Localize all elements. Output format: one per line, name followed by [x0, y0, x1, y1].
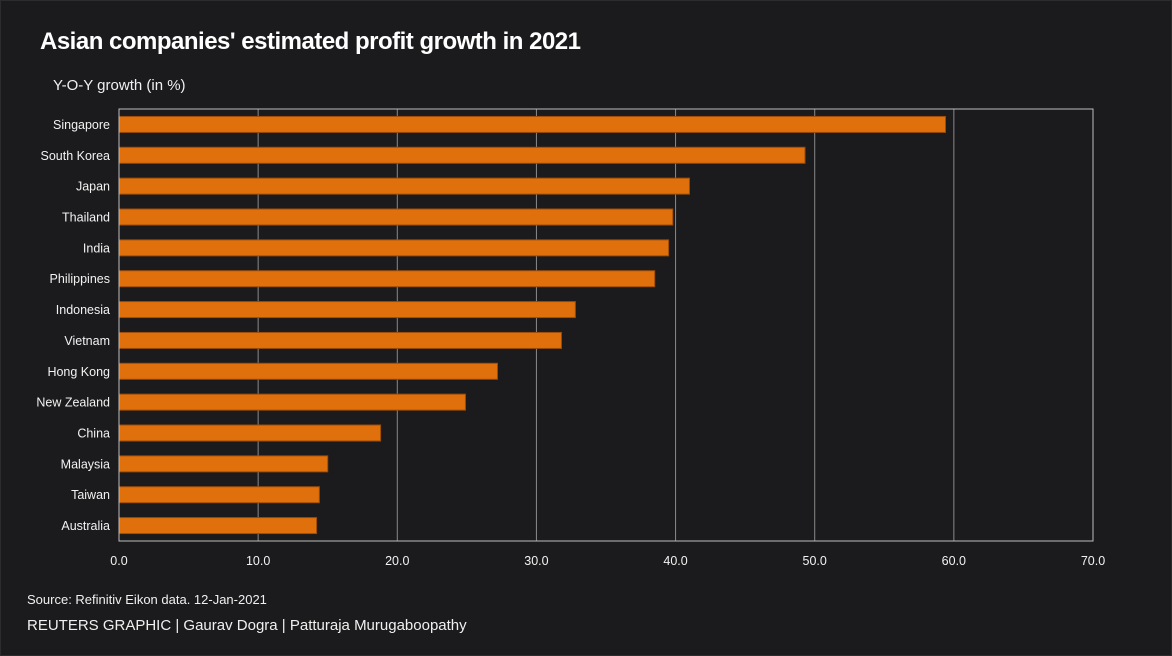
bar-taiwan: [118, 486, 320, 504]
bar-hong-kong: [118, 362, 498, 380]
bar-singapore: [118, 115, 947, 133]
category-label: Taiwan: [71, 488, 110, 502]
x-tick-label: 70.0: [1081, 554, 1105, 568]
grid-lines: [257, 109, 955, 541]
x-tick-label: 50.0: [803, 554, 827, 568]
x-tick-label: 30.0: [524, 554, 548, 568]
category-label: Japan: [76, 180, 110, 194]
chart-subtitle: Y-O-Y growth (in %): [53, 77, 186, 94]
bar-china: [118, 424, 382, 442]
source-note: Source: Refinitiv Eikon data. 12-Jan-202…: [27, 592, 267, 607]
category-label: Malaysia: [61, 457, 110, 471]
category-label: Singapore: [53, 118, 110, 132]
bar-new-zealand: [118, 393, 466, 411]
x-axis-tick-labels: 0.0 10.0 20.0 30.0 40.0 50.0 60.0 70.0: [110, 554, 1105, 568]
category-label: Hong Kong: [47, 365, 110, 379]
category-label: Australia: [61, 519, 110, 533]
credit-line: REUTERS GRAPHIC | Gaurav Dogra | Pattura…: [27, 617, 467, 634]
category-label: South Korea: [41, 149, 111, 163]
category-label: India: [83, 241, 110, 255]
x-tick-label: 0.0: [110, 554, 127, 568]
category-label: China: [77, 427, 110, 441]
category-labels: Singapore South Korea Japan Thailand India Ph…: [36, 118, 110, 533]
x-tick-label: 40.0: [663, 554, 687, 568]
bar-philippines: [118, 270, 656, 288]
bar-thailand: [118, 208, 674, 226]
bar-india: [118, 239, 670, 257]
x-tick-label: 10.0: [246, 554, 270, 568]
bar-japan: [118, 177, 690, 195]
category-label: Indonesia: [56, 303, 110, 317]
bar-vietnam: [118, 331, 562, 349]
bars: [118, 115, 947, 535]
bar-indonesia: [118, 301, 576, 319]
category-label: Philippines: [50, 272, 110, 286]
bar-malaysia: [118, 455, 329, 473]
category-label: New Zealand: [36, 396, 110, 410]
bar-australia: [118, 517, 318, 535]
x-tick-label: 20.0: [385, 554, 409, 568]
category-label: Vietnam: [64, 334, 110, 348]
chart-title: Asian companies' estimated profit growth…: [40, 28, 581, 55]
category-label: Thailand: [62, 211, 110, 225]
bar-south-korea: [118, 146, 806, 164]
x-tick-label: 60.0: [942, 554, 966, 568]
plot-area-border: [118, 108, 1094, 542]
